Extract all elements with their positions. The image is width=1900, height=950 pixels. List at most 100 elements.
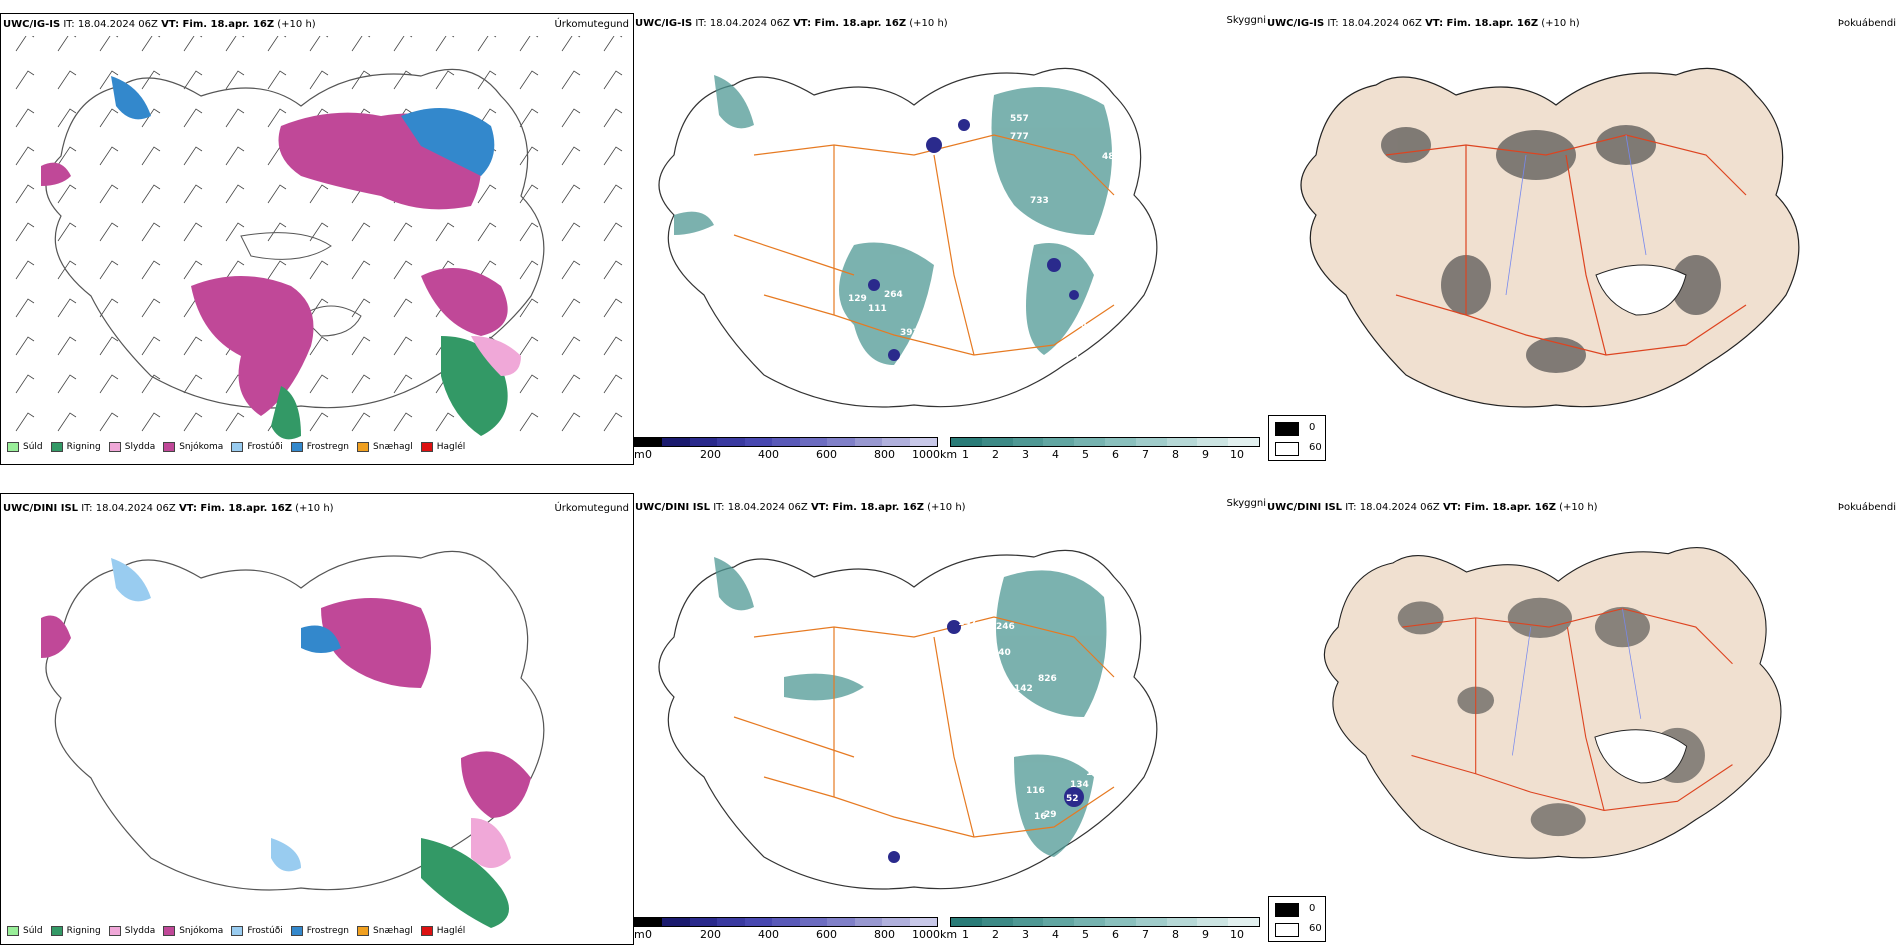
fog-header-top: UWC/IG-IS IT: 18.04.2024 06Z VT: Fim. 18… [1267, 18, 1580, 29]
road-network [1402, 608, 1733, 812]
legend-swatch [108, 926, 121, 936]
wind-barb [15, 36, 35, 52]
legend-item: Slydda [108, 926, 155, 936]
fog-legend-bottom: 0 60 [1268, 896, 1326, 942]
wind-barb [141, 222, 161, 242]
wind-barb [57, 374, 77, 394]
wind-barb [57, 70, 77, 90]
wind-barb [561, 146, 581, 166]
wind-barb [99, 184, 119, 204]
svg-text:777: 777 [1010, 132, 1029, 142]
wind-barb [267, 260, 287, 280]
wind-barb [99, 222, 119, 242]
legend-swatch [420, 442, 433, 452]
svg-text:13: 13 [900, 844, 913, 854]
wind-barb [351, 412, 371, 432]
wind-barb [351, 298, 371, 318]
wind-barb [99, 412, 119, 432]
visibility-field-top [674, 75, 1112, 365]
wind-barb [393, 374, 413, 394]
legend-item: Frostregn [290, 926, 349, 936]
precip-map-top [15, 36, 623, 440]
wind-barb [309, 412, 329, 432]
wind-barb [99, 108, 119, 128]
wind-barb [267, 108, 287, 128]
wind-barb [15, 298, 35, 318]
svg-text:29: 29 [1044, 810, 1057, 820]
wind-barb [183, 108, 203, 128]
svg-text:52: 52 [1066, 794, 1079, 804]
legend-item: Frostúði [231, 926, 283, 936]
wind-barb [393, 298, 413, 318]
wind-barb [15, 336, 35, 356]
river-network [1512, 608, 1642, 756]
iceland-outline [658, 549, 1158, 890]
wind-barb [351, 336, 371, 356]
precip-panel-top: UWC/IG-IS IT: 18.04.2024 06Z VT: Fim. 18… [0, 13, 634, 465]
road-network [1385, 134, 1747, 356]
svg-text:212: 212 [1104, 280, 1123, 290]
svg-text:207: 207 [916, 358, 935, 368]
precip-legend-bottom: Súld Rigning Slydda Snjókoma Frostúði Fr… [7, 926, 465, 936]
wind-barb [57, 108, 77, 128]
wind-barb [267, 70, 287, 90]
precip-header-bottom: UWC/DINI ISL IT: 18.04.2024 06Z VT: Fim.… [3, 503, 334, 514]
wind-barb [519, 108, 539, 128]
legend-swatch [290, 442, 303, 452]
svg-text:116: 116 [1026, 786, 1045, 796]
svg-text:272: 272 [1126, 284, 1145, 294]
wind-barb [267, 184, 287, 204]
wind-barb [309, 184, 329, 204]
cloud-base-ticks-bottom: m 0 200 400 600 800 1000 [634, 928, 940, 941]
wind-barb [435, 70, 455, 90]
svg-text:264: 264 [884, 290, 903, 300]
cloud-base-cells [868, 119, 1079, 361]
wind-barb [57, 184, 77, 204]
precip-legend-top: Súld Rigning Slydda Snjókoma Frostúði Fr… [7, 442, 465, 452]
wind-barb [603, 412, 623, 432]
wind-barb [519, 260, 539, 280]
fog-swatch-60 [1275, 442, 1299, 456]
wind-barb [57, 260, 77, 280]
visibility-map-bottom: 147 246 148 340 826 142 243 394 134 226 … [658, 549, 1158, 890]
wind-barb [351, 374, 371, 394]
glacier-outline [240, 232, 332, 260]
legend-swatch [7, 926, 19, 936]
iceland-outline [45, 68, 545, 409]
wind-barb [183, 184, 203, 204]
cloud-base-colorbar-bottom [634, 917, 938, 927]
svg-text:340: 340 [992, 648, 1011, 658]
fog-map-bottom [1324, 547, 1782, 859]
wind-barb [393, 70, 413, 90]
wind-barb [183, 70, 203, 90]
legend-swatch [231, 442, 244, 452]
wind-barb [561, 260, 581, 280]
legend-swatch [50, 442, 63, 452]
wind-barb [99, 298, 119, 318]
wind-barb [519, 336, 539, 356]
wind-barb [57, 146, 77, 166]
visibility-value-labels: 147 246 148 340 826 142 243 394 134 226 … [870, 618, 1115, 884]
wind-barb [15, 222, 35, 242]
wind-barbs [15, 36, 623, 432]
wind-barb [141, 412, 161, 432]
visibility-title-bottom: Skyggni [1226, 498, 1266, 509]
legend-item: Rigning [50, 926, 101, 936]
wind-barb [519, 146, 539, 166]
fog-panel-bottom: UWC/DINI ISL IT: 18.04.2024 06Z VT: Fim.… [1266, 493, 1900, 893]
river-network [1505, 134, 1647, 296]
legend-item: Snjókoma [163, 442, 223, 452]
wind-barb [351, 36, 371, 52]
wind-barb [603, 108, 623, 128]
legend-swatch [7, 442, 19, 452]
wind-barb [99, 36, 119, 52]
wind-barb [141, 374, 161, 394]
wind-barb [99, 146, 119, 166]
wind-barb [603, 146, 623, 166]
fog-swatch-60 [1275, 923, 1299, 937]
wind-barb [519, 184, 539, 204]
wind-barb [183, 374, 203, 394]
road-network [733, 616, 1115, 838]
fog-title-bottom: Þokuábendi [1837, 502, 1896, 513]
wind-barb [477, 184, 497, 204]
